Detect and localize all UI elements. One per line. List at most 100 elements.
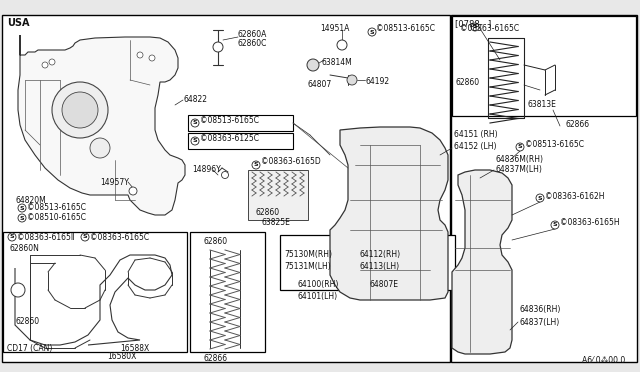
Text: 62860C: 62860C bbox=[238, 39, 268, 48]
Text: 62860N: 62860N bbox=[10, 244, 40, 253]
Text: 63825E: 63825E bbox=[262, 218, 291, 227]
Circle shape bbox=[81, 233, 89, 241]
Text: 64837(LH): 64837(LH) bbox=[520, 318, 560, 327]
Circle shape bbox=[149, 55, 155, 61]
Text: S: S bbox=[83, 234, 87, 240]
Text: S: S bbox=[10, 234, 14, 240]
Text: S: S bbox=[538, 196, 542, 201]
Text: 16588X: 16588X bbox=[120, 344, 149, 353]
Circle shape bbox=[213, 42, 223, 52]
Text: 64820M: 64820M bbox=[15, 196, 45, 205]
Polygon shape bbox=[330, 127, 448, 300]
Circle shape bbox=[551, 221, 559, 229]
Text: ©08513-6165C: ©08513-6165C bbox=[376, 24, 435, 33]
Text: ©08363-6125C: ©08363-6125C bbox=[200, 134, 259, 143]
Text: 64807: 64807 bbox=[308, 80, 332, 89]
Text: 64837M(LH): 64837M(LH) bbox=[496, 165, 543, 174]
Polygon shape bbox=[452, 170, 512, 354]
Circle shape bbox=[368, 28, 376, 36]
Text: 64152 (LH): 64152 (LH) bbox=[454, 142, 497, 151]
Circle shape bbox=[252, 161, 260, 169]
Bar bbox=[280, 235, 455, 290]
Text: 14951A: 14951A bbox=[320, 24, 349, 33]
Text: 14896Y: 14896Y bbox=[192, 165, 221, 174]
Text: 16580X: 16580X bbox=[107, 352, 136, 361]
Text: 64836(RH): 64836(RH) bbox=[520, 305, 561, 314]
Text: ©08513-6165C: ©08513-6165C bbox=[200, 116, 259, 125]
Text: 62866: 62866 bbox=[204, 354, 228, 363]
Bar bbox=[190, 232, 265, 352]
Text: 64151 (RH): 64151 (RH) bbox=[454, 130, 498, 139]
Circle shape bbox=[191, 137, 199, 145]
Text: 64101(LH): 64101(LH) bbox=[298, 292, 338, 301]
Text: ©08363-6162H: ©08363-6162H bbox=[545, 192, 605, 201]
Text: 75131M(LH): 75131M(LH) bbox=[284, 262, 331, 271]
Text: 64836M(RH): 64836M(RH) bbox=[496, 155, 544, 164]
Circle shape bbox=[129, 187, 137, 195]
Text: 64822: 64822 bbox=[183, 95, 207, 104]
Text: S: S bbox=[473, 25, 477, 29]
Text: 64100(RH): 64100(RH) bbox=[298, 280, 339, 289]
Text: ©08363-6165Ⅱ: ©08363-6165Ⅱ bbox=[17, 233, 75, 242]
Circle shape bbox=[42, 62, 48, 68]
Bar bbox=[188, 115, 293, 131]
Text: S: S bbox=[518, 144, 522, 150]
Circle shape bbox=[62, 92, 98, 128]
Text: 62860: 62860 bbox=[15, 317, 39, 326]
Circle shape bbox=[536, 194, 544, 202]
Text: 62860: 62860 bbox=[456, 78, 480, 87]
Text: 62866: 62866 bbox=[565, 120, 589, 129]
Text: CD17 (CAN): CD17 (CAN) bbox=[7, 344, 52, 353]
Text: S: S bbox=[193, 121, 197, 125]
Circle shape bbox=[221, 171, 228, 179]
Circle shape bbox=[516, 143, 524, 151]
Bar bbox=[188, 133, 293, 149]
Text: 64112(RH): 64112(RH) bbox=[360, 250, 401, 259]
Text: S: S bbox=[370, 29, 374, 35]
Text: A6⁄ 0⁂00 0: A6⁄ 0⁂00 0 bbox=[582, 356, 625, 365]
Circle shape bbox=[347, 75, 357, 85]
Text: 63814M: 63814M bbox=[322, 58, 353, 67]
Text: 63813E: 63813E bbox=[528, 100, 557, 109]
Circle shape bbox=[337, 40, 347, 50]
Text: USA: USA bbox=[7, 18, 29, 28]
Text: 64192: 64192 bbox=[366, 77, 390, 86]
Text: [0788-  ]: [0788- ] bbox=[455, 19, 492, 28]
Circle shape bbox=[52, 82, 108, 138]
Polygon shape bbox=[18, 35, 185, 215]
Text: 75130M(RH): 75130M(RH) bbox=[284, 250, 332, 259]
Bar bbox=[451, 15, 637, 362]
Text: 62860A: 62860A bbox=[238, 30, 268, 39]
Text: ©08513-6165C: ©08513-6165C bbox=[27, 203, 86, 212]
Text: ©08510-6165C: ©08510-6165C bbox=[27, 213, 86, 222]
Bar bbox=[3, 232, 187, 352]
Circle shape bbox=[18, 214, 26, 222]
Circle shape bbox=[49, 59, 55, 65]
Circle shape bbox=[137, 52, 143, 58]
Bar bbox=[2, 15, 450, 362]
Circle shape bbox=[18, 204, 26, 212]
Circle shape bbox=[90, 138, 110, 158]
Bar bbox=[248, 170, 308, 220]
Text: ©08363-6165C: ©08363-6165C bbox=[460, 24, 519, 33]
Text: ©08363-6165C: ©08363-6165C bbox=[90, 233, 149, 242]
Text: S: S bbox=[20, 215, 24, 221]
Circle shape bbox=[471, 23, 479, 31]
Text: 62860: 62860 bbox=[204, 237, 228, 246]
Circle shape bbox=[11, 283, 25, 297]
Circle shape bbox=[8, 233, 16, 241]
Text: S: S bbox=[553, 222, 557, 228]
Text: S: S bbox=[193, 138, 197, 144]
Text: ©08363-6165D: ©08363-6165D bbox=[261, 157, 321, 166]
Text: 14957Y: 14957Y bbox=[100, 178, 129, 187]
Text: 62860: 62860 bbox=[255, 208, 279, 217]
Circle shape bbox=[307, 59, 319, 71]
Text: 64807E: 64807E bbox=[370, 280, 399, 289]
Text: S: S bbox=[20, 205, 24, 211]
Bar bbox=[452, 16, 636, 116]
Circle shape bbox=[191, 119, 199, 127]
Text: ©08513-6165C: ©08513-6165C bbox=[525, 140, 584, 149]
Text: ©08363-6165H: ©08363-6165H bbox=[560, 218, 620, 227]
Text: 64113(LH): 64113(LH) bbox=[360, 262, 400, 271]
Text: S: S bbox=[253, 163, 259, 167]
